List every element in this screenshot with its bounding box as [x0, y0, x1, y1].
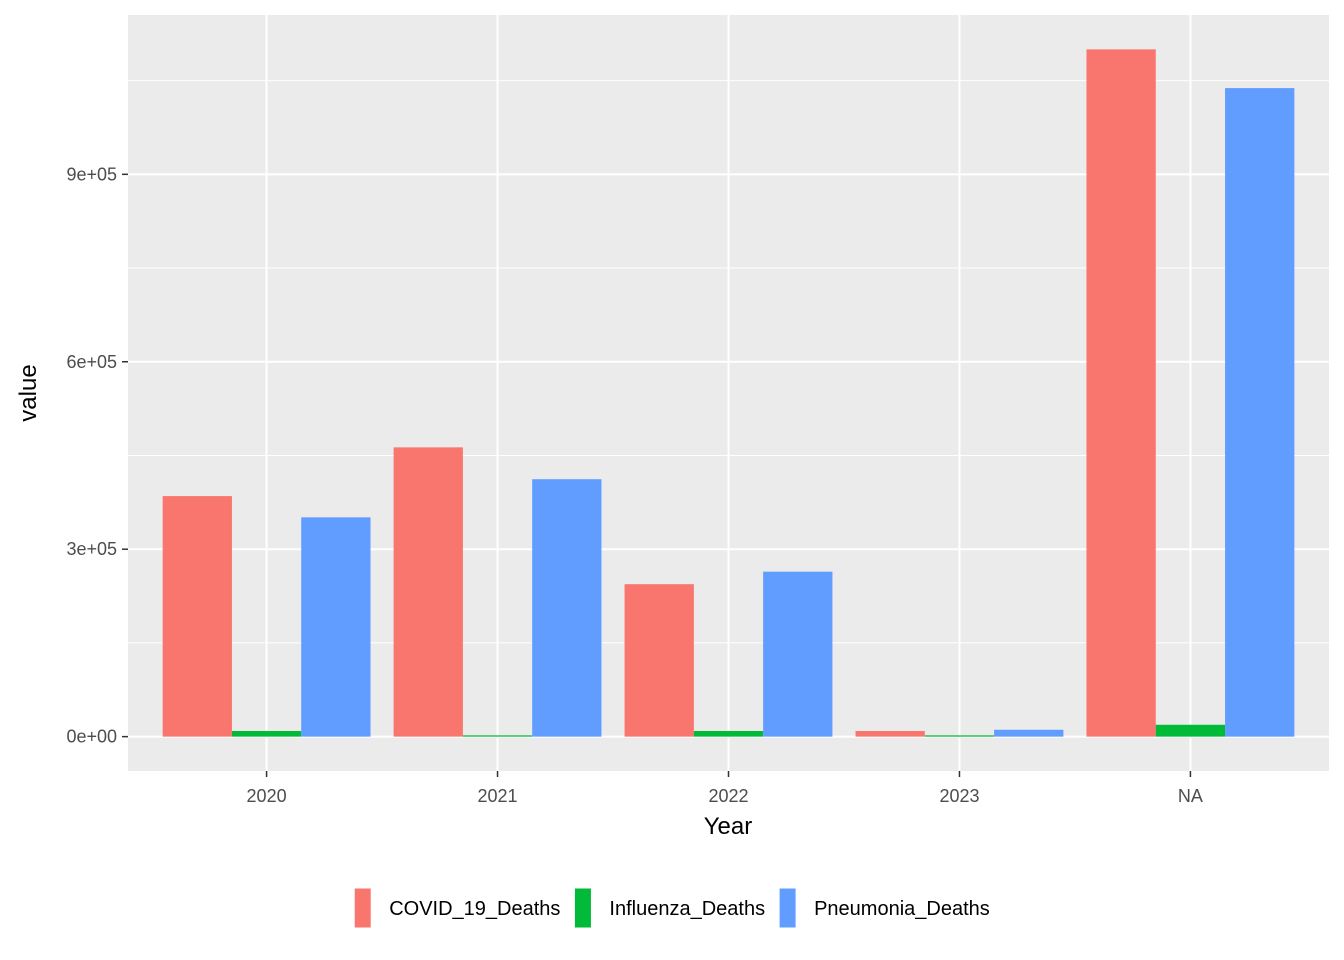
bar-Pneumonia_Deaths-2022 — [763, 571, 833, 737]
x-tick-label: 2021 — [478, 786, 518, 806]
bars — [162, 49, 1295, 737]
x-tick-label: 2020 — [247, 786, 287, 806]
legend-key-Pneumonia_Deaths — [778, 887, 797, 929]
bar-Influenza_Deaths-NA — [1155, 724, 1226, 737]
y-tick-label: 3e+05 — [66, 539, 117, 559]
bar-COVID_19_Deaths-2020 — [162, 496, 232, 737]
x-axis-title: Year — [704, 813, 753, 840]
bar-Influenza_Deaths-2021 — [462, 735, 533, 737]
y-tick-label: 9e+05 — [66, 164, 117, 184]
bar-Pneumonia_Deaths-NA — [1225, 88, 1295, 737]
legend-key-COVID_19_Deaths — [353, 887, 372, 929]
y-tick-label: 0e+00 — [66, 727, 117, 747]
x-tick-label: NA — [1178, 786, 1203, 806]
bar-Pneumonia_Deaths-2020 — [301, 517, 371, 737]
legend-label-Influenza_Deaths: Influenza_Deaths — [609, 898, 765, 920]
bar-Influenza_Deaths-2022 — [693, 731, 764, 737]
legend-key-Influenza_Deaths — [573, 887, 592, 929]
y-axis-ticks: 0e+00 3e+05 6e+05 9e+05 — [66, 164, 128, 747]
bar-Pneumonia_Deaths-2021 — [532, 479, 602, 737]
x-axis-ticks: 2020 2021 2022 2023 NA — [247, 771, 1203, 806]
legend-label-Pneumonia_Deaths: Pneumonia_Deaths — [814, 898, 990, 920]
bar-COVID_19_Deaths-2021 — [393, 447, 463, 737]
bar-COVID_19_Deaths-2022 — [624, 584, 694, 737]
x-tick-label: 2023 — [939, 786, 979, 806]
bar-COVID_19_Deaths-NA — [1086, 49, 1156, 737]
bar-Influenza_Deaths-2023 — [924, 735, 995, 737]
legend-label-COVID_19_Deaths: COVID_19_Deaths — [389, 898, 560, 920]
bar-Influenza_Deaths-2020 — [231, 731, 302, 737]
y-tick-label: 6e+05 — [66, 352, 117, 372]
legend: COVID_19_Deaths Influenza_Deaths Pneumonia… — [353, 887, 990, 929]
bar-COVID_19_Deaths-2023 — [855, 731, 925, 737]
x-tick-label: 2022 — [708, 786, 748, 806]
y-axis-title: value — [15, 364, 42, 421]
bar-Pneumonia_Deaths-2023 — [994, 729, 1064, 737]
